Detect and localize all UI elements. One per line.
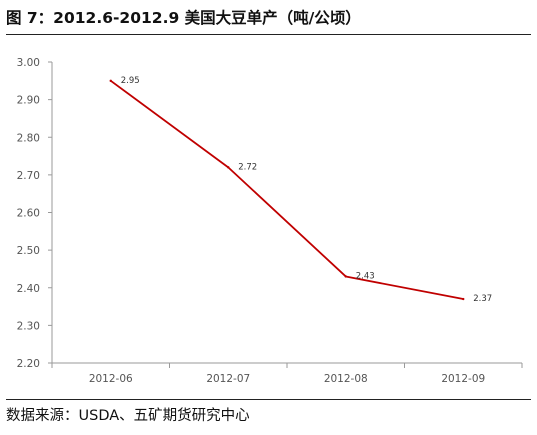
source-divider <box>6 399 531 400</box>
y-axis: 2.20 2.30 2.40 2.50 2.60 2.70 2.80 2.90 3.00 <box>17 57 53 370</box>
data-label: 2.43 <box>356 271 375 281</box>
series-line-group <box>110 80 464 300</box>
y-tick-label: 2.80 <box>17 132 40 144</box>
data-label: 2.37 <box>473 294 492 304</box>
y-tick-label: 2.90 <box>17 95 40 107</box>
data-label: 2.72 <box>238 162 257 172</box>
x-tick-label: 2012-08 <box>324 373 368 385</box>
y-tick-label: 2.30 <box>17 320 40 332</box>
y-tick-label: 3.00 <box>17 57 40 69</box>
x-tick-label: 2012-06 <box>89 373 133 385</box>
y-tick-label: 2.50 <box>17 245 40 257</box>
y-tick-label: 2.70 <box>17 170 40 182</box>
data-point <box>344 275 347 278</box>
y-tick-label: 2.20 <box>17 358 40 370</box>
line-chart: 2.20 2.30 2.40 2.50 2.60 2.70 2.80 2.90 3.00 201… <box>17 57 523 385</box>
x-tick-label: 2012-07 <box>206 373 250 385</box>
chart-title: 图 7：2012.6-2012.9 美国大豆单产（吨/公顷） <box>6 9 361 27</box>
x-axis: 2012-06 2012-07 2012-08 2012-09 <box>51 362 523 385</box>
data-point <box>462 297 465 301</box>
y-tick-label: 2.60 <box>17 208 40 220</box>
data-point <box>109 79 112 83</box>
series-line <box>110 80 464 300</box>
data-point <box>227 166 230 169</box>
x-tick-label: 2012-09 <box>441 373 485 385</box>
y-tick-label: 2.40 <box>17 283 40 295</box>
data-source-note: 数据来源：USDA、五矿期货研究中心 <box>6 408 250 424</box>
data-points <box>109 79 465 301</box>
data-labels: 2.95 2.72 2.43 2.37 <box>121 76 492 304</box>
data-label: 2.95 <box>121 76 140 86</box>
title-divider <box>6 34 531 35</box>
